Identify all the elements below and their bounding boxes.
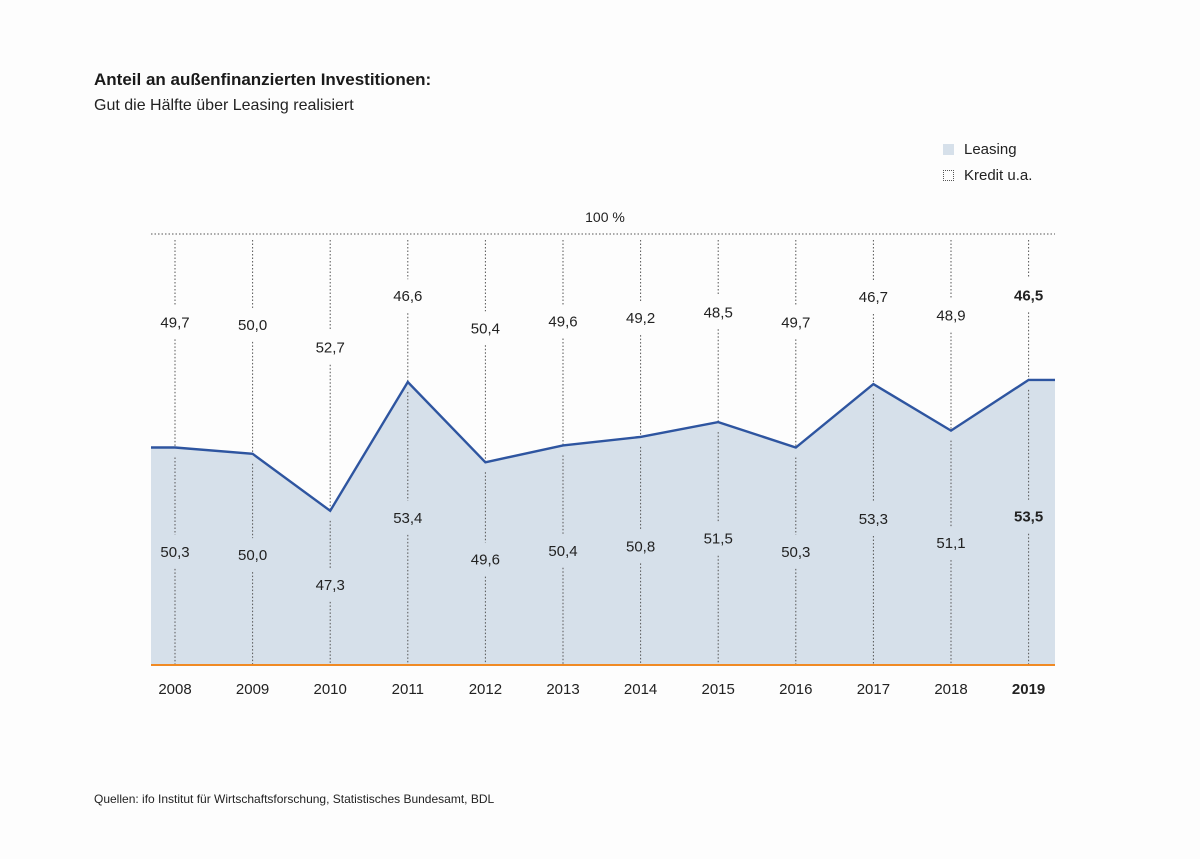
x-tick-label: 2018 (934, 681, 967, 698)
x-tick-label: 2008 (158, 681, 191, 698)
x-tick-label: 2016 (779, 681, 812, 698)
legend-swatch-leasing (943, 143, 954, 155)
kredit-value-label: 49,7 (781, 314, 810, 331)
kredit-value-label: 49,7 (160, 314, 189, 331)
x-tick-label: 2015 (702, 681, 735, 698)
kredit-value-label: 46,7 (859, 289, 888, 306)
leasing-value-label: 53,3 (859, 511, 888, 528)
legend-item-kredit: Kredit u.a. (943, 162, 1032, 188)
x-tick-label: 2019 (1012, 681, 1045, 698)
leasing-value-label: 50,3 (160, 544, 189, 561)
leasing-value-label: 50,8 (626, 538, 655, 555)
kredit-value-label: 49,6 (548, 314, 577, 331)
legend-item-leasing: Leasing (943, 136, 1032, 162)
legend: Leasing Kredit u.a. (943, 136, 1032, 188)
legend-label-kredit: Kredit u.a. (964, 166, 1033, 184)
kredit-value-label: 50,4 (471, 320, 500, 337)
x-tick-label: 2017 (857, 681, 890, 698)
kredit-value-label: 49,2 (626, 310, 655, 327)
x-tick-label: 2014 (624, 681, 657, 698)
chart-subtitle: Gut die Hälfte über Leasing realisiert (94, 97, 354, 114)
chart-title: Anteil an außenfinanzierten Investitione… (94, 70, 432, 89)
x-tick-label: 2009 (236, 681, 269, 698)
top-100-label: 100 % (585, 209, 625, 225)
kredit-value-label: 46,6 (393, 288, 422, 305)
leasing-value-label: 50,0 (238, 547, 267, 564)
kredit-value-label: 48,9 (936, 308, 965, 325)
leasing-value-label: 50,3 (781, 544, 810, 561)
leasing-value-label: 53,5 (1014, 509, 1043, 526)
kredit-value-label: 48,5 (704, 304, 733, 321)
x-tick-label: 2012 (469, 681, 502, 698)
leasing-value-label: 51,1 (936, 535, 965, 552)
x-tick-label: 2013 (546, 681, 579, 698)
legend-swatch-kredit (943, 169, 954, 181)
leasing-value-label: 53,4 (393, 510, 422, 527)
kredit-value-label: 52,7 (316, 340, 345, 357)
x-tick-label: 2010 (314, 681, 347, 698)
x-tick-label: 2011 (392, 681, 424, 698)
legend-label-leasing: Leasing (964, 140, 1017, 158)
kredit-value-label: 46,5 (1014, 287, 1043, 304)
leasing-value-label: 51,5 (704, 531, 733, 548)
source-note: Quellen: ifo Institut für Wirtschaftsfor… (94, 792, 495, 806)
leasing-value-label: 47,3 (316, 577, 345, 594)
leasing-area (151, 379, 1055, 665)
leasing-value-label: 50,4 (548, 543, 577, 560)
leasing-line (151, 378, 1055, 513)
kredit-value-label: 50,0 (238, 317, 267, 334)
leasing-value-label: 49,6 (471, 552, 500, 569)
